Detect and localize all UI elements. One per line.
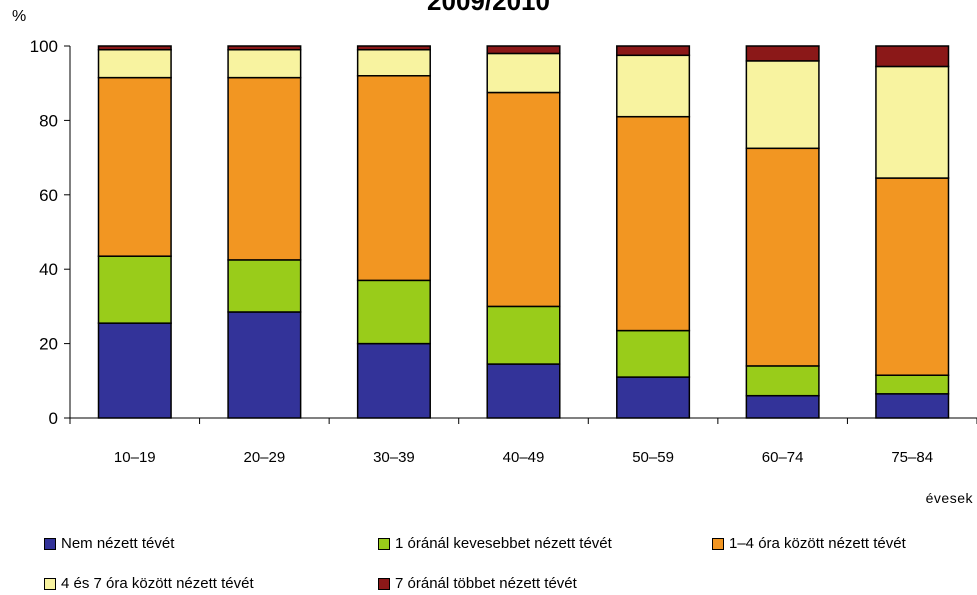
bar-segment xyxy=(97,45,172,51)
bar-segment xyxy=(745,45,820,62)
legend-label-4: 7 óránál többet nézett tévét xyxy=(395,575,577,592)
bar-segment xyxy=(616,54,691,118)
legend-label-2: 1–4 óra között nézett tévét xyxy=(729,535,906,552)
bar-segment xyxy=(356,279,431,345)
bar-segment xyxy=(356,75,431,282)
x-tick-label: 10–19 xyxy=(114,449,156,466)
legend-swatch-1 xyxy=(378,537,390,550)
bar-segment xyxy=(616,376,691,419)
bar-segment xyxy=(616,45,691,57)
bar-segment xyxy=(356,48,431,77)
bar-segment xyxy=(486,363,561,419)
legend-label-1: 1 óránál kevesebbet nézett tévét xyxy=(395,535,612,552)
legend-swatch-2 xyxy=(712,537,724,550)
bar-segment xyxy=(875,45,950,68)
y-tick-label: 60 xyxy=(39,186,58,205)
x-tick-label: 60–74 xyxy=(762,449,804,466)
y-tick-label: 0 xyxy=(49,409,58,428)
bar-segment xyxy=(875,65,950,179)
x-tick-label: 40–49 xyxy=(503,449,545,466)
bar-segment xyxy=(97,76,172,257)
legend-item-1: 1 óránál kevesebbet nézett tévét xyxy=(378,535,612,552)
legend-label-0: Nem nézett tévét xyxy=(61,535,175,552)
y-tick-label: 100 xyxy=(30,37,58,56)
y-tick-label: 80 xyxy=(39,111,58,130)
bar-segment xyxy=(745,60,820,150)
bar-segment xyxy=(97,255,172,324)
legend-label-3: 4 és 7 óra között nézett tévét xyxy=(61,575,254,592)
y-tick-label: 40 xyxy=(39,260,58,279)
bar-segment xyxy=(227,311,302,419)
legend-swatch-3 xyxy=(44,577,56,590)
y-axis-unit-label: % xyxy=(12,8,27,25)
bar-segment xyxy=(227,48,302,79)
legend-swatch-0 xyxy=(44,537,56,550)
x-tick-label: 30–39 xyxy=(373,449,415,466)
y-tick-label: 20 xyxy=(39,335,58,354)
bar-segment xyxy=(486,52,561,94)
bar-segment xyxy=(486,45,561,55)
bar-segment xyxy=(486,305,561,365)
legend-item-0: Nem nézett tévét xyxy=(44,535,174,552)
legend-swatch-4 xyxy=(378,577,390,590)
bar-segment xyxy=(486,91,561,308)
chart-title: 2009/2010 xyxy=(427,0,550,16)
bar-segment xyxy=(227,45,302,51)
x-tick-label: 75–84 xyxy=(891,449,933,466)
bar-segment xyxy=(97,322,172,419)
bar-segment xyxy=(875,177,950,376)
bar-segment xyxy=(616,115,691,332)
bar-segment xyxy=(616,329,691,378)
bar-segment xyxy=(227,259,302,313)
bar-segment xyxy=(356,342,431,419)
bar-segment xyxy=(227,76,302,261)
x-tick-label: 20–29 xyxy=(243,449,285,466)
bar-segment xyxy=(745,394,820,419)
bar-segment xyxy=(745,365,820,397)
x-tick-label: 50–59 xyxy=(632,449,674,466)
bar-segment xyxy=(875,393,950,419)
bar-segment xyxy=(356,45,431,51)
legend-item-2: 1–4 óra között nézett tévét xyxy=(712,535,906,552)
bar-segment xyxy=(97,48,172,79)
bar-segment xyxy=(745,147,820,367)
legend-item-4: 7 óránál többet nézett tévét xyxy=(378,575,577,592)
x-axis-unit-label: évesek xyxy=(925,490,973,506)
legend-item-3: 4 és 7 óra között nézett tévét xyxy=(44,575,254,592)
bar-segment xyxy=(875,374,950,395)
